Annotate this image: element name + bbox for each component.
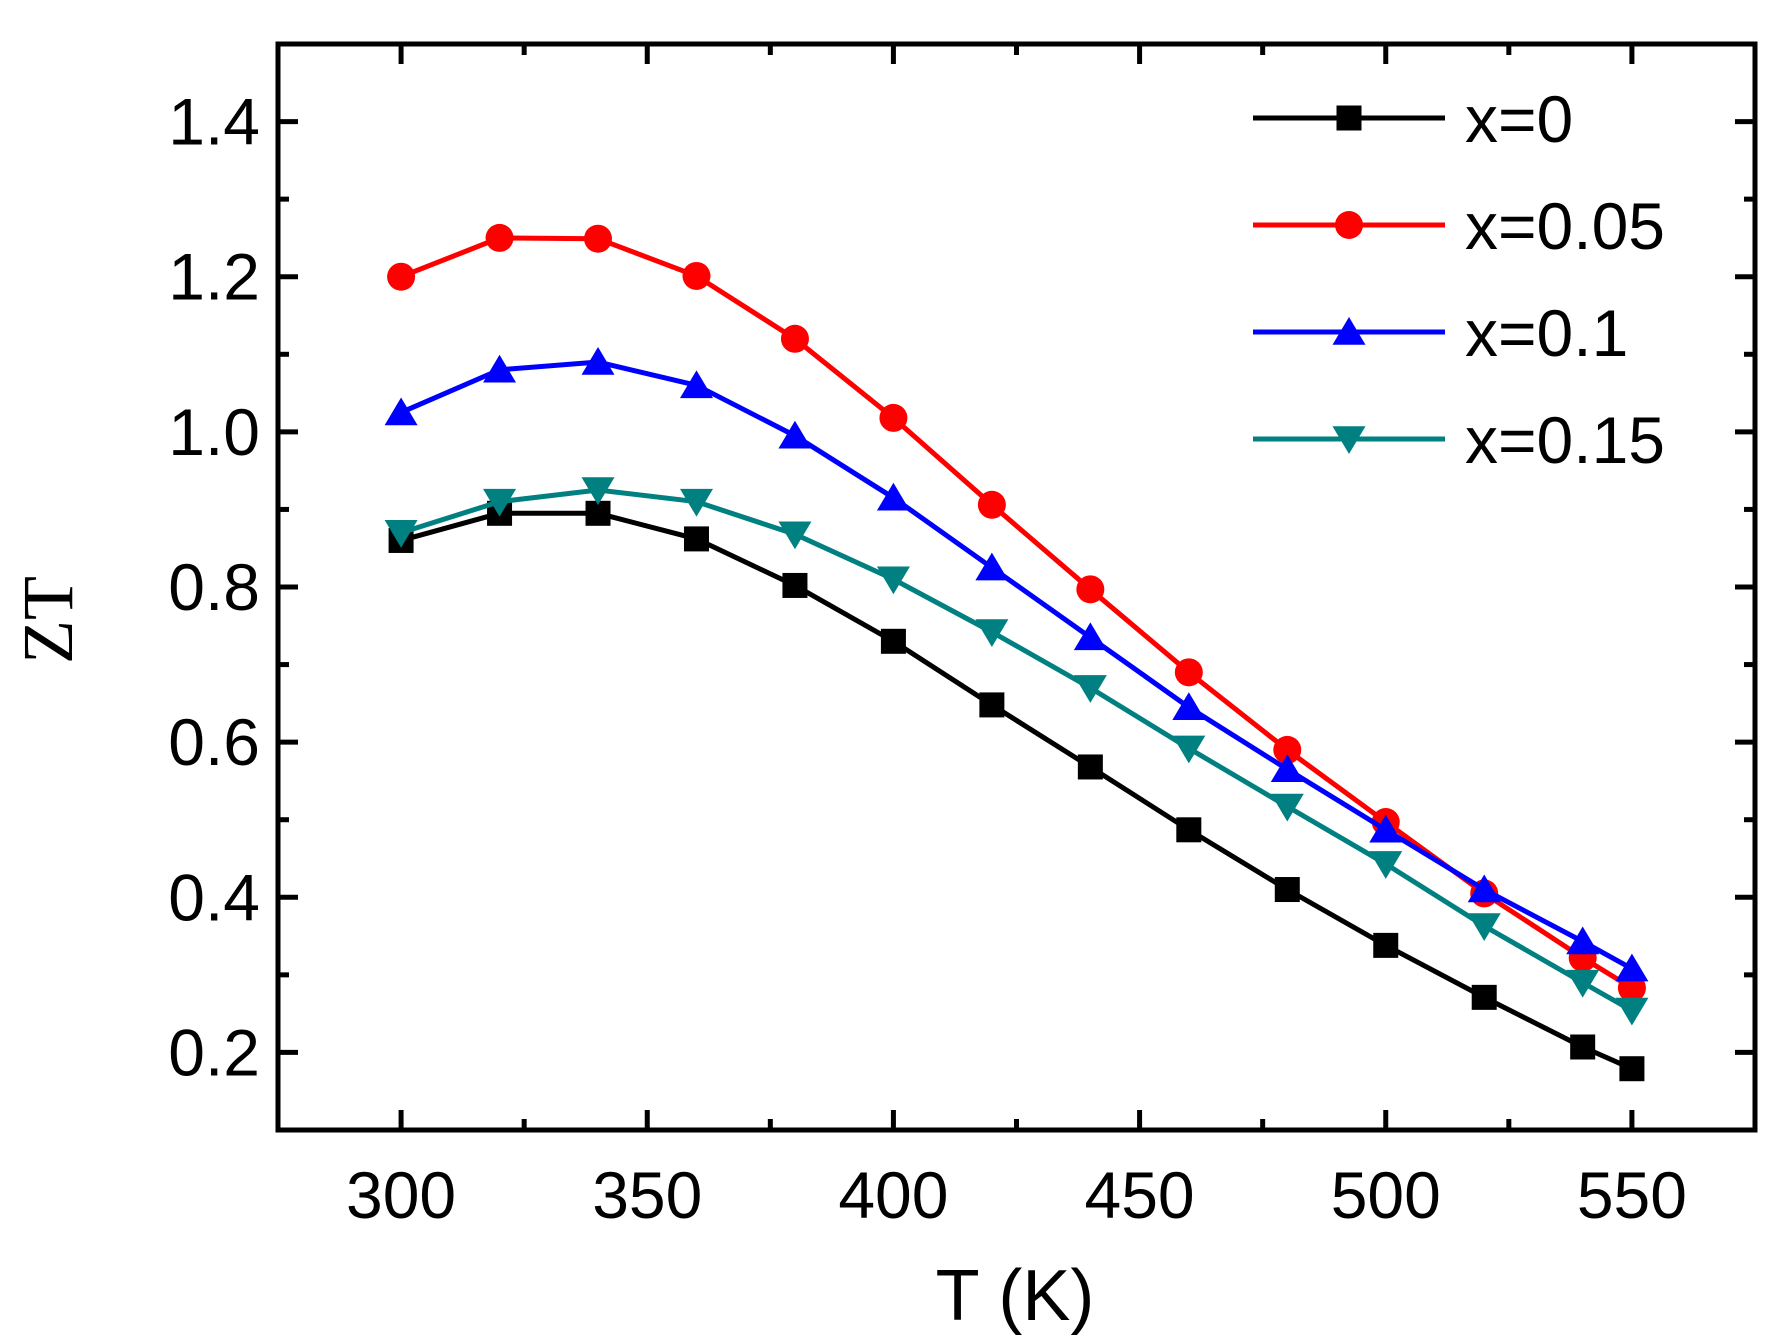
- x-tick-label: 550: [1577, 1158, 1687, 1232]
- legend: x=0 x=0.05 x=0.1 x=0.15: [1253, 82, 1665, 477]
- data-point: [384, 397, 418, 426]
- data-point: [778, 521, 812, 550]
- data-point: [1369, 851, 1403, 879]
- data-point: [1471, 984, 1497, 1010]
- y-tick-label: 1.2: [168, 240, 260, 314]
- data-point: [1172, 692, 1206, 720]
- data-point: [1270, 754, 1304, 783]
- series-layer: [384, 223, 1649, 1082]
- data-point: [876, 482, 910, 511]
- data-point: [1174, 658, 1203, 687]
- data-point: [1566, 969, 1600, 998]
- data-point: [483, 354, 517, 383]
- data-point: [879, 403, 908, 432]
- data-point: [1566, 926, 1600, 955]
- data-point: [1076, 575, 1105, 604]
- series-x-0-05: [387, 223, 1646, 1003]
- legend-label: x=0.15: [1465, 403, 1665, 477]
- data-point: [483, 488, 517, 517]
- y-tick-label: 0.4: [168, 860, 260, 934]
- data-point: [1619, 1056, 1645, 1082]
- legend-label: x=0: [1465, 82, 1573, 156]
- data-point: [975, 619, 1009, 647]
- data-point: [1570, 1034, 1596, 1060]
- y-tick-label: 0.6: [168, 705, 260, 779]
- x-tick-label: 500: [1331, 1158, 1441, 1232]
- data-point: [581, 347, 615, 375]
- data-point: [1270, 793, 1304, 822]
- data-point: [1369, 814, 1403, 843]
- x-tick-label: 450: [1085, 1158, 1195, 1232]
- data-point: [1172, 735, 1206, 764]
- data-point: [1176, 817, 1202, 843]
- legend-entry: x=0.15: [1253, 403, 1665, 477]
- y-axis-title: ZT: [8, 576, 88, 664]
- series-line: [400, 487, 1634, 1013]
- series-line: [400, 235, 1634, 991]
- series-x-0-15: [384, 477, 1649, 1026]
- data-point: [880, 628, 906, 654]
- data-point: [1073, 622, 1107, 651]
- data-point: [485, 223, 514, 252]
- legend-marker: [1336, 105, 1362, 131]
- data-point: [1467, 913, 1501, 941]
- legend-marker: [1332, 426, 1366, 454]
- data-point: [581, 477, 615, 506]
- legend-entry: x=0.05: [1253, 189, 1665, 263]
- data-point: [876, 566, 910, 595]
- legend-marker: [1335, 211, 1363, 239]
- y-tick-label: 0.8: [168, 550, 260, 624]
- data-point: [1077, 754, 1103, 780]
- legend-entry: x=0.1: [1253, 296, 1628, 370]
- legend-label: x=0.1: [1465, 296, 1628, 370]
- data-point: [683, 526, 709, 552]
- data-point: [679, 370, 713, 399]
- legend-marker: [1332, 317, 1366, 345]
- y-tick-label: 1.4: [168, 85, 260, 159]
- x-tick-label: 350: [592, 1158, 702, 1232]
- data-point: [1467, 874, 1501, 903]
- x-tick-label: 300: [346, 1158, 456, 1232]
- legend-entry: x=0: [1253, 82, 1573, 156]
- axes-layer: 300 350 400 450 500 550 0.2 0.4 0.6 0.8 1.0 1.2 1.4: [168, 41, 1758, 1232]
- data-point: [1615, 997, 1649, 1026]
- y-tick-label: 1.0: [168, 395, 260, 469]
- series-line: [400, 510, 1633, 1072]
- data-point: [1274, 877, 1300, 903]
- data-point: [780, 324, 809, 353]
- data-point: [1073, 675, 1107, 703]
- x-axis-title: T (K): [936, 1256, 1095, 1336]
- data-point: [387, 262, 416, 291]
- data-point: [977, 490, 1006, 519]
- series-x-0-1: [384, 347, 1649, 982]
- data-point: [979, 692, 1005, 718]
- data-point: [682, 261, 711, 290]
- data-point: [782, 572, 808, 598]
- data-point: [1373, 932, 1399, 958]
- data-point: [975, 552, 1009, 581]
- x-tick-label: 400: [838, 1158, 948, 1232]
- data-point: [384, 519, 418, 548]
- data-point: [778, 420, 812, 449]
- data-point: [1273, 735, 1302, 764]
- data-point: [679, 488, 713, 517]
- series-line: [400, 359, 1634, 971]
- y-tick-label: 0.2: [168, 1015, 260, 1089]
- legend-label: x=0.05: [1465, 189, 1665, 263]
- data-point: [1615, 953, 1649, 982]
- data-point: [584, 224, 613, 253]
